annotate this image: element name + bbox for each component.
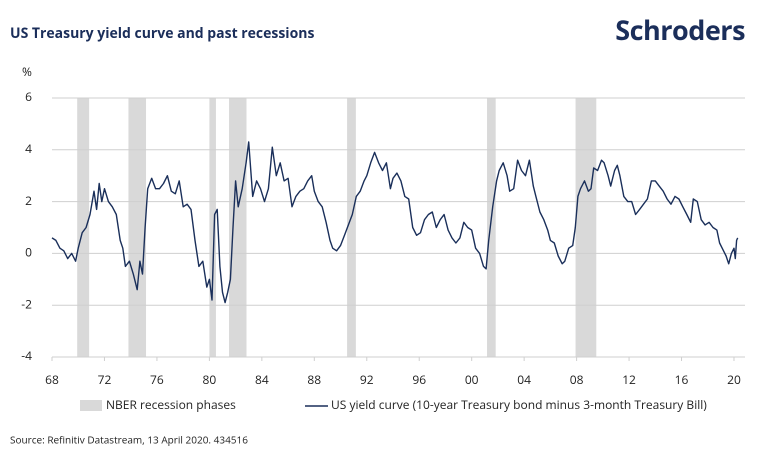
x-tick-label: 20: [727, 371, 741, 388]
recession-band: [209, 98, 216, 357]
recession-band: [128, 98, 147, 357]
recession-band: [77, 98, 90, 357]
y-unit: %: [22, 63, 32, 80]
recession-band: [347, 98, 356, 357]
source-note: Source: Refinitiv Datastream, 13 April 2…: [10, 433, 248, 447]
x-tick-label: 88: [307, 371, 321, 388]
y-tick-label: -4: [21, 347, 32, 364]
y-tick-label: -2: [21, 295, 32, 312]
recession-band: [575, 98, 597, 357]
y-tick-label: 0: [25, 244, 32, 261]
x-tick-label: 96: [412, 371, 426, 388]
legend-swatch: [80, 400, 102, 411]
legend-label: NBER recession phases: [106, 396, 236, 413]
chart-title: US Treasury yield curve and past recessi…: [10, 24, 314, 43]
brand-logo: Schroders: [615, 11, 745, 48]
y-tick-label: 6: [25, 88, 32, 105]
x-tick-label: 76: [150, 371, 164, 388]
x-tick-label: 12: [622, 371, 636, 388]
yield-line: [51, 141, 739, 304]
recession-band: [229, 98, 247, 357]
x-tick-label: 00: [465, 371, 479, 388]
x-tick-label: 68: [45, 371, 59, 388]
x-tick-label: 72: [98, 371, 112, 388]
x-tick-label: 80: [203, 371, 217, 388]
recession-band: [487, 98, 496, 357]
legend-label: US yield curve (10-year Treasury bond mi…: [331, 396, 707, 413]
y-tick-label: 2: [25, 192, 32, 209]
x-tick-label: 92: [360, 371, 374, 388]
x-tick-label: 08: [570, 371, 584, 388]
x-tick-label: 84: [255, 371, 269, 388]
x-tick-label: 04: [517, 371, 531, 388]
x-tick-label: 16: [675, 371, 689, 388]
y-tick-label: 4: [25, 140, 32, 157]
